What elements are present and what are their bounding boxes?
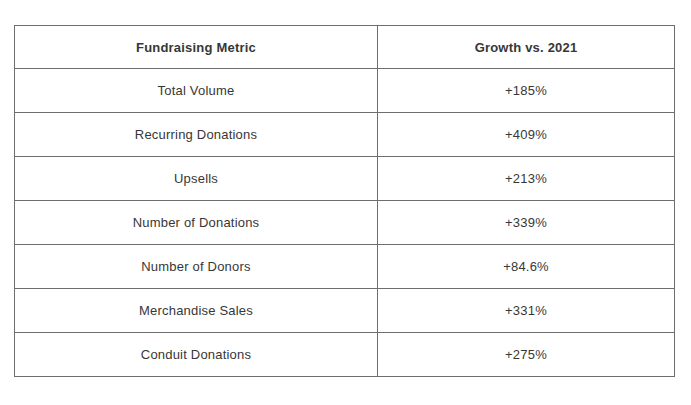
- table-row: Conduit Donations +275%: [15, 333, 675, 377]
- table-row: Merchandise Sales +331%: [15, 289, 675, 333]
- table-row: Total Volume +185%: [15, 69, 675, 113]
- metric-cell: Number of Donations: [15, 201, 378, 245]
- fundraising-metrics-table: Fundraising Metric Growth vs. 2021 Total…: [14, 25, 675, 377]
- metric-cell: Number of Donors: [15, 245, 378, 289]
- column-header-fundraising-metric: Fundraising Metric: [15, 26, 378, 69]
- growth-cell: +185%: [378, 69, 675, 113]
- table-row: Number of Donors +84.6%: [15, 245, 675, 289]
- growth-cell: +339%: [378, 201, 675, 245]
- page: Fundraising Metric Growth vs. 2021 Total…: [0, 0, 691, 405]
- metric-cell: Merchandise Sales: [15, 289, 378, 333]
- metric-cell: Total Volume: [15, 69, 378, 113]
- table-row: Recurring Donations +409%: [15, 113, 675, 157]
- growth-cell: +409%: [378, 113, 675, 157]
- growth-cell: +213%: [378, 157, 675, 201]
- column-header-growth-vs-2021: Growth vs. 2021: [378, 26, 675, 69]
- growth-cell: +331%: [378, 289, 675, 333]
- growth-cell: +84.6%: [378, 245, 675, 289]
- growth-cell: +275%: [378, 333, 675, 377]
- table-row: Number of Donations +339%: [15, 201, 675, 245]
- metric-cell: Upsells: [15, 157, 378, 201]
- metric-cell: Conduit Donations: [15, 333, 378, 377]
- table-header-row: Fundraising Metric Growth vs. 2021: [15, 26, 675, 69]
- metric-cell: Recurring Donations: [15, 113, 378, 157]
- table-row: Upsells +213%: [15, 157, 675, 201]
